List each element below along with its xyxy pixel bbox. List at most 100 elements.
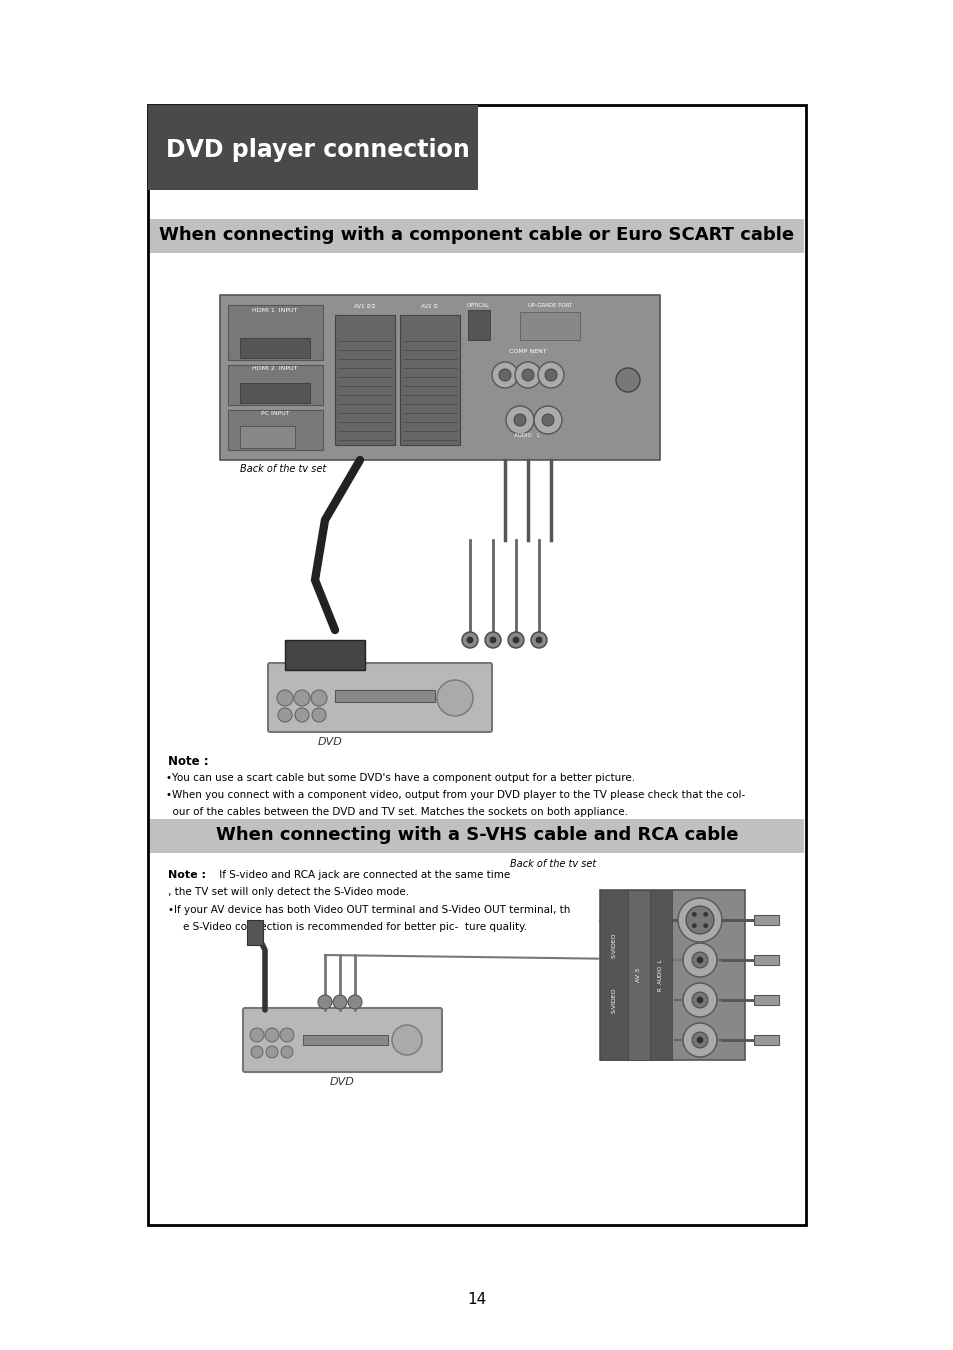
Bar — [220, 296, 659, 460]
Circle shape — [521, 369, 534, 381]
Circle shape — [392, 1025, 421, 1054]
Circle shape — [490, 637, 496, 643]
Text: AV 3: AV 3 — [636, 968, 640, 981]
FancyBboxPatch shape — [268, 663, 492, 732]
Circle shape — [697, 1037, 702, 1044]
Text: Back of the tv set: Back of the tv set — [510, 859, 596, 869]
Circle shape — [514, 414, 525, 427]
Text: When connecting with a component cable or Euro SCART cable: When connecting with a component cable o… — [159, 225, 794, 244]
Bar — [599, 890, 744, 1060]
Bar — [240, 383, 310, 404]
Circle shape — [678, 898, 721, 942]
Circle shape — [692, 913, 696, 917]
Circle shape — [691, 992, 707, 1008]
Circle shape — [537, 362, 563, 387]
Circle shape — [250, 1027, 264, 1042]
Circle shape — [691, 1031, 707, 1048]
Text: Back of the tv set: Back of the tv set — [240, 464, 326, 474]
Circle shape — [531, 632, 546, 648]
Bar — [753, 1035, 779, 1045]
Circle shape — [467, 637, 473, 643]
Text: If S-video and RCA jack are connected at the same time: If S-video and RCA jack are connected at… — [215, 869, 510, 880]
Text: S-VIDEO: S-VIDEO — [611, 933, 616, 957]
Circle shape — [436, 680, 473, 716]
Text: S-VIDEO: S-VIDEO — [611, 987, 616, 1012]
Text: e S-Video connection is recommended for better pic-  ture quality.: e S-Video connection is recommended for … — [183, 922, 527, 931]
Circle shape — [682, 1023, 717, 1057]
Bar — [228, 364, 323, 405]
Text: HDMI 2  INPUT: HDMI 2 INPUT — [252, 366, 297, 371]
Circle shape — [513, 637, 518, 643]
Circle shape — [703, 913, 707, 917]
Circle shape — [317, 995, 332, 1008]
Text: , the TV set will only detect the S-Video mode.: , the TV set will only detect the S-Vide… — [168, 887, 409, 896]
Text: AV1 ⊙⊙: AV1 ⊙⊙ — [354, 304, 375, 309]
Text: 14: 14 — [467, 1292, 486, 1308]
Bar — [150, 819, 803, 853]
Circle shape — [492, 362, 517, 387]
Circle shape — [685, 906, 713, 934]
Circle shape — [348, 995, 361, 1008]
Bar — [753, 954, 779, 965]
Circle shape — [682, 944, 717, 977]
Text: our of the cables between the DVD and TV set. Matches the sockets on both applia: our of the cables between the DVD and TV… — [166, 807, 627, 817]
Circle shape — [703, 923, 707, 927]
Text: PC INPUT: PC INPUT — [260, 410, 289, 416]
Text: OPTICAL: OPTICAL — [466, 302, 489, 308]
Circle shape — [697, 998, 702, 1003]
Text: •When you connect with a component video, output from your DVD player to the TV : •When you connect with a component video… — [166, 790, 744, 801]
Bar — [753, 915, 779, 925]
Text: •If your AV device has both Video OUT terminal and S-Video OUT terminal, th: •If your AV device has both Video OUT te… — [168, 904, 570, 915]
Circle shape — [682, 983, 717, 1017]
Circle shape — [333, 995, 347, 1008]
Bar — [148, 105, 805, 1224]
Bar — [599, 890, 627, 1060]
Bar — [150, 219, 803, 252]
Text: Note :: Note : — [168, 869, 206, 880]
Bar — [753, 995, 779, 1004]
Circle shape — [280, 1027, 294, 1042]
Circle shape — [484, 632, 500, 648]
Text: AV2 ⊙: AV2 ⊙ — [421, 304, 438, 309]
Circle shape — [277, 707, 292, 722]
Text: DVD: DVD — [330, 1077, 355, 1087]
Bar — [240, 427, 294, 448]
Circle shape — [294, 707, 309, 722]
Bar — [519, 312, 579, 340]
Text: Note :: Note : — [168, 755, 209, 768]
Text: When connecting with a S-VHS cable and RCA cable: When connecting with a S-VHS cable and R… — [215, 826, 738, 844]
Bar — [228, 410, 323, 450]
Circle shape — [691, 952, 707, 968]
Circle shape — [616, 369, 639, 391]
Text: AUDIO   L: AUDIO L — [514, 433, 539, 437]
Bar — [627, 890, 649, 1060]
Circle shape — [544, 369, 557, 381]
Text: UP-GRADE PORT: UP-GRADE PORT — [527, 302, 572, 308]
Circle shape — [498, 369, 511, 381]
Circle shape — [541, 414, 554, 427]
Circle shape — [461, 632, 477, 648]
Bar — [303, 1035, 388, 1045]
Text: DVD: DVD — [317, 737, 342, 747]
Circle shape — [507, 632, 523, 648]
Text: R  AUDIO  L: R AUDIO L — [658, 960, 662, 991]
Circle shape — [294, 690, 310, 706]
Bar — [247, 919, 263, 945]
FancyBboxPatch shape — [243, 1008, 441, 1072]
Bar — [228, 305, 323, 360]
Text: COMP NENT: COMP NENT — [509, 350, 546, 354]
Text: HDMI 1  INPUT: HDMI 1 INPUT — [252, 308, 297, 313]
Text: DVD player connection: DVD player connection — [166, 138, 469, 162]
Circle shape — [265, 1027, 278, 1042]
Bar — [335, 315, 395, 446]
Circle shape — [276, 690, 293, 706]
Bar — [148, 105, 477, 190]
Circle shape — [534, 406, 561, 433]
Circle shape — [266, 1046, 277, 1058]
Circle shape — [281, 1046, 293, 1058]
Bar — [468, 310, 490, 340]
Circle shape — [312, 707, 326, 722]
Bar — [399, 315, 459, 446]
Circle shape — [505, 406, 534, 433]
Text: •You can use a scart cable but some DVD's have a component output for a better p: •You can use a scart cable but some DVD'… — [166, 774, 635, 783]
